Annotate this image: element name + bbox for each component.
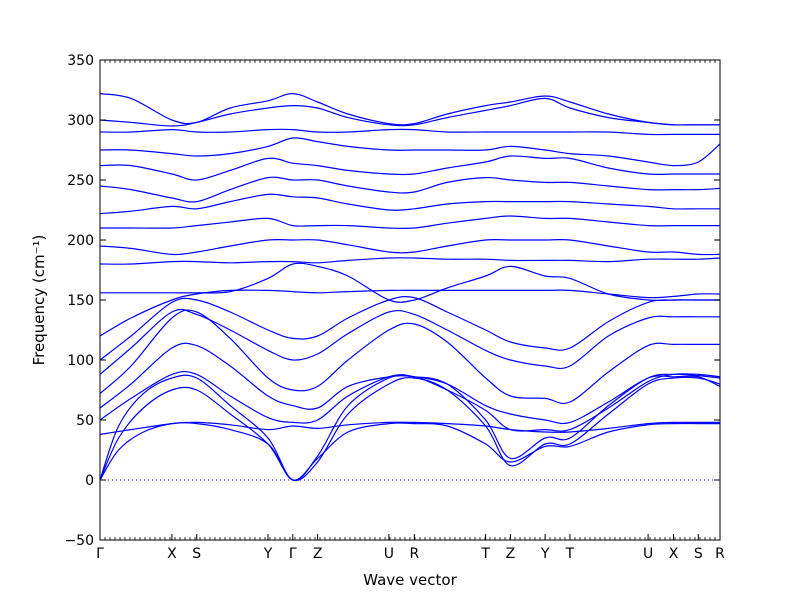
y-axis-label: Frequency (cm⁻¹) [30,235,48,366]
x-tick-label: S [192,546,201,562]
x-tick-label: X [669,546,679,562]
x-tick-label: T [480,546,490,562]
band-line-6 [100,309,720,405]
y-tick-label: 50 [76,413,94,429]
y-tick-label: 300 [67,113,94,129]
x-tick-label: Γ [289,546,297,562]
band-line-15 [100,176,720,203]
x-tick-label: U [384,546,394,562]
x-tick-label: U [643,546,653,562]
band-line-10 [100,262,720,303]
y-tick-label: 350 [67,53,94,69]
band-line-17 [100,137,720,167]
band-line-0 [100,422,720,481]
x-tick-label: R [715,546,725,562]
band-line-16 [100,155,720,181]
x-tick-label: T [565,546,575,562]
y-tick-label: 250 [67,173,94,189]
band-line-14 [100,193,720,215]
x-tick-label: R [409,546,419,562]
band-line-12 [100,238,720,256]
band-line-5 [100,342,720,425]
band-line-11 [100,257,720,265]
y-tick-label: 0 [85,473,94,489]
x-tick-label: Z [313,546,323,562]
x-minor-ticks [99,60,721,540]
x-tick-label: Y [263,546,273,562]
x-tick-label: S [694,546,703,562]
band-line-18 [100,128,720,136]
band-line-8 [100,295,720,361]
x-tick-label: Γ [96,546,104,562]
x-tick-label: X [167,546,177,562]
y-tick-label: 150 [67,293,94,309]
band-line-7 [100,308,720,375]
x-axis-label: Wave vector [363,571,457,589]
y-ticks: −50 0 50 100 150 200 250 300 350 [64,53,720,549]
x-tick-label: Y [540,546,550,562]
series-layer [100,92,720,482]
band-line-1 [100,376,720,482]
band-line-3 [100,421,720,435]
x-tick-label: Z [506,546,516,562]
band-line-20 [100,92,720,126]
band-line-13 [100,215,720,230]
band-line-19 [100,97,720,127]
y-tick-label: 200 [67,233,94,249]
y-tick-label: 100 [67,353,94,369]
y-tick-label: −50 [64,533,94,549]
